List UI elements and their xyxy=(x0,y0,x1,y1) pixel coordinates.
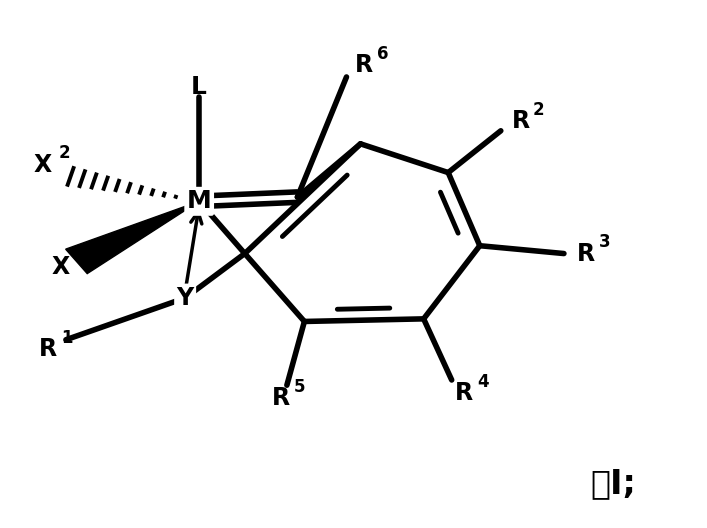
Text: 1: 1 xyxy=(61,328,72,347)
Text: 6: 6 xyxy=(377,45,388,63)
Text: Y: Y xyxy=(177,286,194,310)
Text: R: R xyxy=(578,241,595,266)
Text: L: L xyxy=(192,76,207,99)
Text: X: X xyxy=(34,153,52,177)
Polygon shape xyxy=(66,201,199,274)
Text: 2: 2 xyxy=(59,144,70,162)
Text: 1: 1 xyxy=(75,244,86,262)
Text: 5: 5 xyxy=(293,378,305,396)
Text: R: R xyxy=(272,386,291,410)
Text: M: M xyxy=(187,190,211,213)
Text: 3: 3 xyxy=(599,233,610,251)
Text: R: R xyxy=(355,53,373,78)
Text: 4: 4 xyxy=(477,373,489,391)
Text: 2: 2 xyxy=(533,101,544,119)
Text: R: R xyxy=(511,109,530,134)
Text: R: R xyxy=(455,381,474,405)
Text: R: R xyxy=(40,337,57,361)
Text: X: X xyxy=(51,254,69,279)
Text: 式I;: 式I; xyxy=(590,467,636,500)
